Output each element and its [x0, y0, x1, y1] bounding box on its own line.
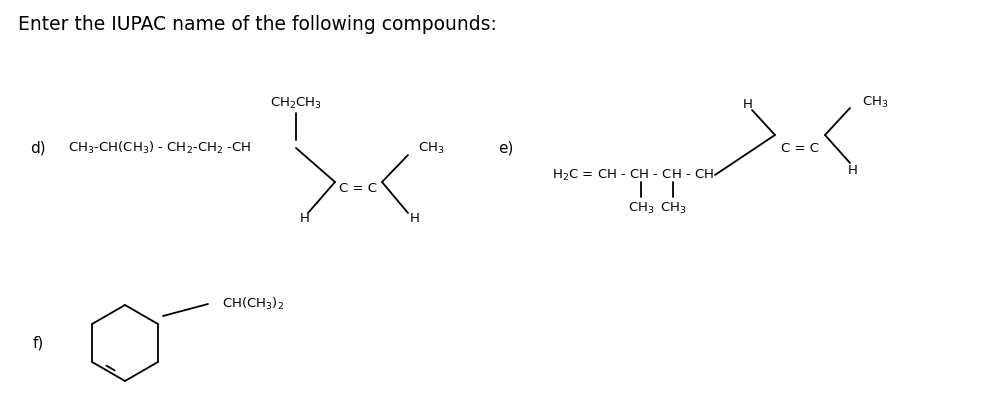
- Text: C = C: C = C: [781, 142, 819, 154]
- Text: CH$_3$: CH$_3$: [627, 200, 654, 216]
- Text: H$_2$C = CH - CH - CH - CH: H$_2$C = CH - CH - CH - CH: [552, 167, 714, 183]
- Text: Enter the IUPAC name of the following compounds:: Enter the IUPAC name of the following co…: [18, 15, 497, 34]
- Text: H: H: [300, 211, 310, 225]
- Text: CH$_3$-CH(CH$_3$) - CH$_2$-CH$_2$ -CH: CH$_3$-CH(CH$_3$) - CH$_2$-CH$_2$ -CH: [68, 140, 251, 156]
- Text: CH$_3$: CH$_3$: [660, 200, 686, 216]
- Text: CH$_2$CH$_3$: CH$_2$CH$_3$: [270, 95, 322, 111]
- Text: f): f): [33, 335, 44, 351]
- Text: CH$_3$: CH$_3$: [418, 140, 445, 156]
- Text: d): d): [30, 140, 45, 156]
- Text: H: H: [743, 98, 753, 112]
- Text: C = C: C = C: [339, 181, 377, 195]
- Text: CH$_3$: CH$_3$: [862, 95, 889, 109]
- Text: CH(CH$_3$)$_2$: CH(CH$_3$)$_2$: [222, 296, 284, 312]
- Text: H: H: [848, 164, 858, 176]
- Text: H: H: [410, 211, 420, 225]
- Text: e): e): [498, 140, 514, 156]
